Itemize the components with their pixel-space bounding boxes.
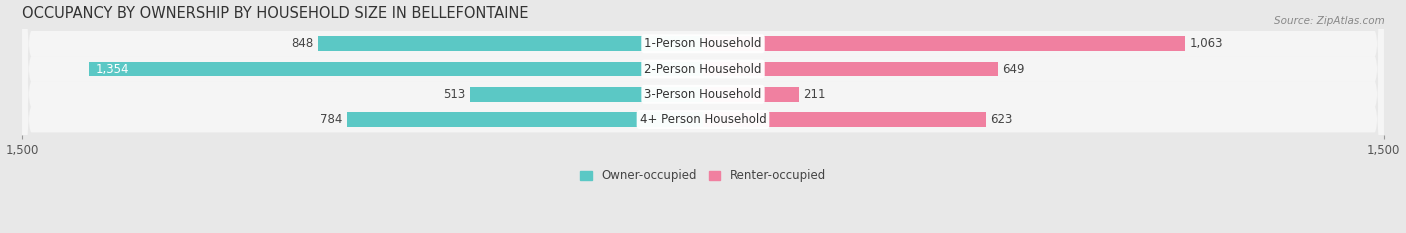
Text: 211: 211 <box>803 88 825 101</box>
Bar <box>703 87 799 102</box>
Bar <box>347 112 703 127</box>
Text: 1,354: 1,354 <box>96 62 129 75</box>
Legend: Owner-occupied, Renter-occupied: Owner-occupied, Renter-occupied <box>575 165 831 187</box>
Text: 784: 784 <box>321 113 343 126</box>
Text: 2-Person Household: 2-Person Household <box>644 62 762 75</box>
Text: 848: 848 <box>291 37 314 50</box>
Bar <box>470 87 703 102</box>
FancyBboxPatch shape <box>22 0 1384 233</box>
Text: 1-Person Household: 1-Person Household <box>644 37 762 50</box>
Bar <box>703 62 997 76</box>
Text: 649: 649 <box>1002 62 1025 75</box>
Bar <box>703 112 986 127</box>
Bar <box>318 37 703 51</box>
Text: 623: 623 <box>990 113 1012 126</box>
Text: 1,063: 1,063 <box>1189 37 1223 50</box>
Text: 3-Person Household: 3-Person Household <box>644 88 762 101</box>
FancyBboxPatch shape <box>22 0 1384 233</box>
Text: Source: ZipAtlas.com: Source: ZipAtlas.com <box>1274 16 1385 26</box>
Bar <box>89 62 703 76</box>
Text: 513: 513 <box>443 88 465 101</box>
FancyBboxPatch shape <box>22 0 1384 233</box>
FancyBboxPatch shape <box>22 0 1384 233</box>
Text: 4+ Person Household: 4+ Person Household <box>640 113 766 126</box>
Text: OCCUPANCY BY OWNERSHIP BY HOUSEHOLD SIZE IN BELLEFONTAINE: OCCUPANCY BY OWNERSHIP BY HOUSEHOLD SIZE… <box>22 6 529 21</box>
Bar <box>703 37 1185 51</box>
